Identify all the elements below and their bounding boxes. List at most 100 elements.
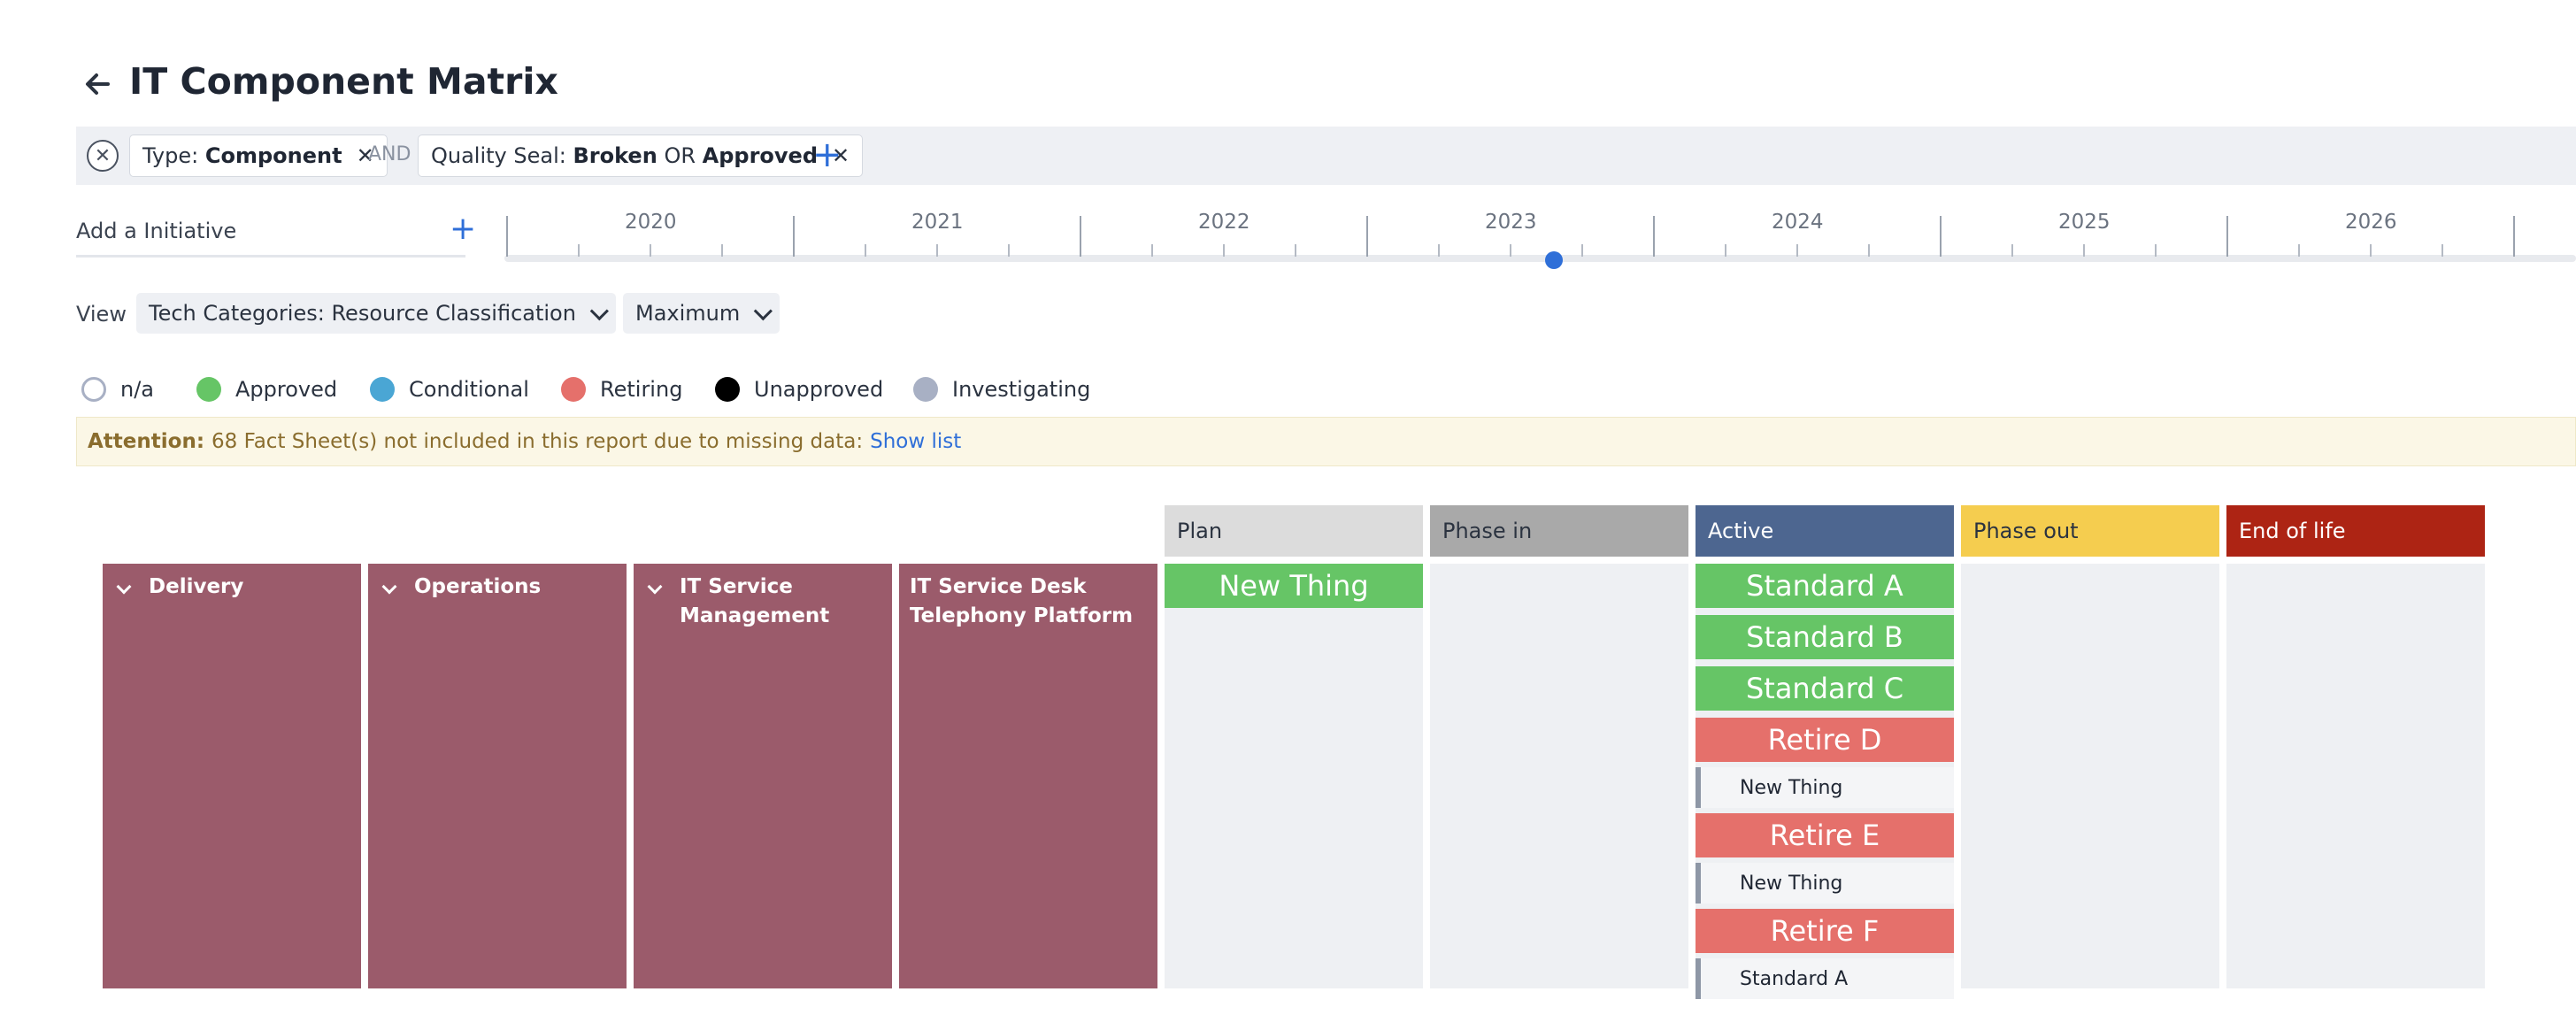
successor-card[interactable]: New Thing xyxy=(1696,863,1954,904)
timeline-year-label: 2020 xyxy=(625,211,677,234)
legend-item: Retiring xyxy=(561,377,682,402)
timeline-quarter-tick xyxy=(1223,244,1225,257)
timeline-today-marker[interactable] xyxy=(1545,251,1563,269)
phase-header: End of life xyxy=(2226,505,2485,557)
chevron-down-icon xyxy=(753,301,773,320)
timeline-track[interactable] xyxy=(504,255,2576,262)
component-card[interactable]: Retire D xyxy=(1696,718,1954,762)
timeline-year-tick xyxy=(2226,216,2228,257)
legend-label: Unapproved xyxy=(754,377,884,402)
timeline-quarter-tick xyxy=(2011,244,2013,257)
timeline-year-label: 2021 xyxy=(911,211,964,234)
component-card[interactable]: Standard A xyxy=(1696,564,1954,608)
remove-filter-icon[interactable]: ✕ xyxy=(356,143,374,168)
category-cell[interactable]: Delivery xyxy=(103,564,361,988)
attention-label: Attention: xyxy=(88,430,205,453)
successor-card[interactable]: New Thing xyxy=(1696,767,1954,808)
legend-dot-icon xyxy=(81,377,106,402)
timeline-year-label: 2022 xyxy=(1198,211,1250,234)
legend-item: Unapproved xyxy=(715,377,883,402)
chevron-down-icon xyxy=(589,301,609,320)
category-cell[interactable]: IT Service Desk Telephony Platform xyxy=(899,564,1157,988)
timeline-year-tick xyxy=(1940,216,1942,257)
clear-filters-icon[interactable]: ✕ xyxy=(87,140,119,172)
legend-label: Conditional xyxy=(409,377,529,402)
filter-and-label: AND xyxy=(368,143,411,165)
successor-card[interactable]: Standard A xyxy=(1696,958,1954,999)
add-initiative-label[interactable]: Add a Initiative xyxy=(76,219,237,243)
timeline-quarter-tick xyxy=(2441,244,2443,257)
timeline-quarter-tick xyxy=(650,244,651,257)
view-select[interactable]: Tech Categories: Resource Classification xyxy=(136,293,616,334)
filter-chip-quality-seal[interactable]: Quality Seal: Broken OR Approved ✕ xyxy=(418,135,864,177)
filter-chip-type[interactable]: Type: Component ✕ xyxy=(129,135,388,177)
category-cell[interactable]: IT Service Management xyxy=(634,564,892,988)
legend-label: n/a xyxy=(120,377,155,402)
legend-item: Investigating xyxy=(913,377,1090,402)
timeline-quarter-tick xyxy=(1796,244,1798,257)
legend-dot-icon xyxy=(370,377,395,402)
timeline-year-tick xyxy=(1080,216,1081,257)
legend-label: Investigating xyxy=(952,377,1091,402)
timeline-year-tick xyxy=(506,216,508,257)
legend-dot-icon xyxy=(561,377,586,402)
timeline-quarter-tick xyxy=(1151,244,1153,257)
phase-header: Phase out xyxy=(1961,505,2219,557)
back-arrow-icon[interactable] xyxy=(78,64,119,104)
timeline-year-label: 2024 xyxy=(1772,211,1824,234)
timeline-quarter-tick xyxy=(2155,244,2157,257)
timeline-quarter-tick xyxy=(1581,244,1583,257)
timeline-quarter-tick xyxy=(865,244,866,257)
add-initiative-icon[interactable]: + xyxy=(450,211,477,247)
legend-dot-icon xyxy=(715,377,740,402)
timeline-year-label: 2026 xyxy=(2345,211,2397,234)
timeline-year-tick xyxy=(793,216,795,257)
legend-dot-icon xyxy=(196,377,221,402)
legend-item: Approved xyxy=(196,377,337,402)
filter-key: Type: xyxy=(142,143,199,168)
legend-dot-icon xyxy=(913,377,938,402)
remove-filter-icon[interactable]: ✕ xyxy=(832,143,850,168)
phase-header: Phase in xyxy=(1430,505,1688,557)
filter-key: Quality Seal: xyxy=(431,143,566,168)
component-card[interactable]: New Thing xyxy=(1165,564,1423,608)
filter-value: Approved xyxy=(702,143,819,168)
show-list-link[interactable]: Show list xyxy=(870,430,962,453)
view-mode-select[interactable]: Maximum xyxy=(623,293,780,334)
phase-column xyxy=(1165,564,1423,988)
filter-value: Broken xyxy=(573,143,657,168)
component-card[interactable]: Retire E xyxy=(1696,813,1954,857)
attention-banner: Attention: 68 Fact Sheet(s) not included… xyxy=(76,417,2576,466)
legend-label: Approved xyxy=(235,377,338,402)
component-card[interactable]: Standard C xyxy=(1696,666,1954,711)
timeline-year-tick xyxy=(2513,216,2515,257)
timeline-year-tick xyxy=(1366,216,1368,257)
timeline-quarter-tick xyxy=(936,244,938,257)
timeline-year-label: 2025 xyxy=(2058,211,2111,234)
timeline-quarter-tick xyxy=(1295,244,1296,257)
legend-item: n/a xyxy=(81,377,154,402)
filter-value: Component xyxy=(204,143,342,168)
timeline-quarter-tick xyxy=(721,244,723,257)
phase-header: Plan xyxy=(1165,505,1423,557)
phase-column xyxy=(2226,564,2485,988)
legend-item: Conditional xyxy=(370,377,529,402)
filter-or-label: OR xyxy=(664,143,696,168)
component-card[interactable]: Standard B xyxy=(1696,615,1954,659)
view-select-value: Tech Categories: Resource Classification xyxy=(149,301,576,326)
view-mode-value: Maximum xyxy=(635,301,741,326)
phase-column xyxy=(1961,564,2219,988)
timeline-quarter-tick xyxy=(1008,244,1010,257)
attention-message: 68 Fact Sheet(s) not included in this re… xyxy=(211,430,864,453)
category-label: Operations xyxy=(414,575,542,598)
timeline-quarter-tick xyxy=(1510,244,1511,257)
timeline-quarter-tick xyxy=(1438,244,1440,257)
category-label: IT Service Desk Telephony Platform xyxy=(910,575,1134,627)
timeline-quarter-tick xyxy=(578,244,580,257)
category-cell[interactable]: Operations xyxy=(368,564,627,988)
category-label: IT Service Management xyxy=(680,575,830,627)
legend-label: Retiring xyxy=(600,377,683,402)
component-card[interactable]: Retire F xyxy=(1696,909,1954,953)
timeline-year-tick xyxy=(1653,216,1655,257)
add-filter-icon[interactable]: + xyxy=(812,135,842,175)
